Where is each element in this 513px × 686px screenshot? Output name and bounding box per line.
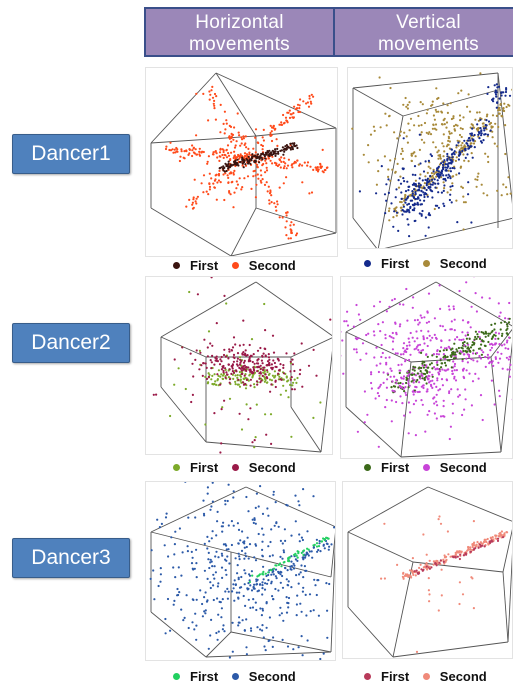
legend-label-second: Second [248,460,296,475]
dancer1-label: Dancer1 [12,134,130,174]
dancer3-label: Dancer3 [12,538,130,578]
legend-label-second: Second [248,258,296,273]
header-vertical-line1: Vertical [396,12,461,33]
legend-dot-second [231,262,239,270]
dancer2-vertical-plot [340,276,513,459]
legend-dot-second [231,464,239,472]
dancer3-horizontal-plot [145,481,336,661]
legend-label-second: Second [248,669,296,684]
dancer2-horizontal-legend: First Second [173,459,306,477]
header-vertical-movements: Vertical movements [333,7,513,57]
legend-label-first: First [381,669,410,684]
dancer3-vertical-plot [342,481,513,659]
dancer2-horizontal-plot [145,276,333,455]
point-cloud-3d [347,486,512,658]
header-horizontal-line1: Horizontal [195,12,284,33]
point-cloud-3d [351,72,512,248]
legend-label-first: First [190,460,219,475]
legend-dot-first [364,673,371,681]
legend-label-second: Second [439,256,487,271]
point-cloud-3d [341,277,512,458]
dancer3-vertical-legend: First Second [364,668,497,686]
legend-dot-first [173,262,180,270]
dancer1-horizontal-legend: First Second [173,257,306,275]
legend-dot-second [422,673,430,681]
point-cloud-3d [149,482,335,660]
legend-dot-second [422,260,430,268]
point-cloud-3d [152,277,332,454]
header-horizontal-movements: Horizontal movements [144,7,335,57]
legend-label-first: First [190,669,219,684]
legend-dot-first [364,260,371,268]
dancer2-label: Dancer2 [12,323,130,363]
legend-dot-second [422,464,430,472]
header-horizontal-line2: movements [189,34,290,55]
dancer1-vertical-plot [347,67,513,249]
legend-label-first: First [381,460,410,475]
legend-label-second: Second [439,460,487,475]
legend-dot-first [173,673,180,681]
legend-label-first: First [381,256,410,271]
dancer3-horizontal-legend: First Second [173,668,306,686]
legend-dot-first [173,464,180,472]
legend-label-first: First [190,258,219,273]
dancer1-vertical-legend: First Second [364,255,497,273]
header-vertical-line2: movements [378,34,479,55]
legend-dot-first [364,464,371,472]
dancer1-horizontal-plot [145,67,338,257]
legend-label-second: Second [439,669,487,684]
point-cloud-3d [150,72,337,256]
legend-dot-second [231,673,239,681]
dancer2-vertical-legend: First Second [364,459,497,477]
